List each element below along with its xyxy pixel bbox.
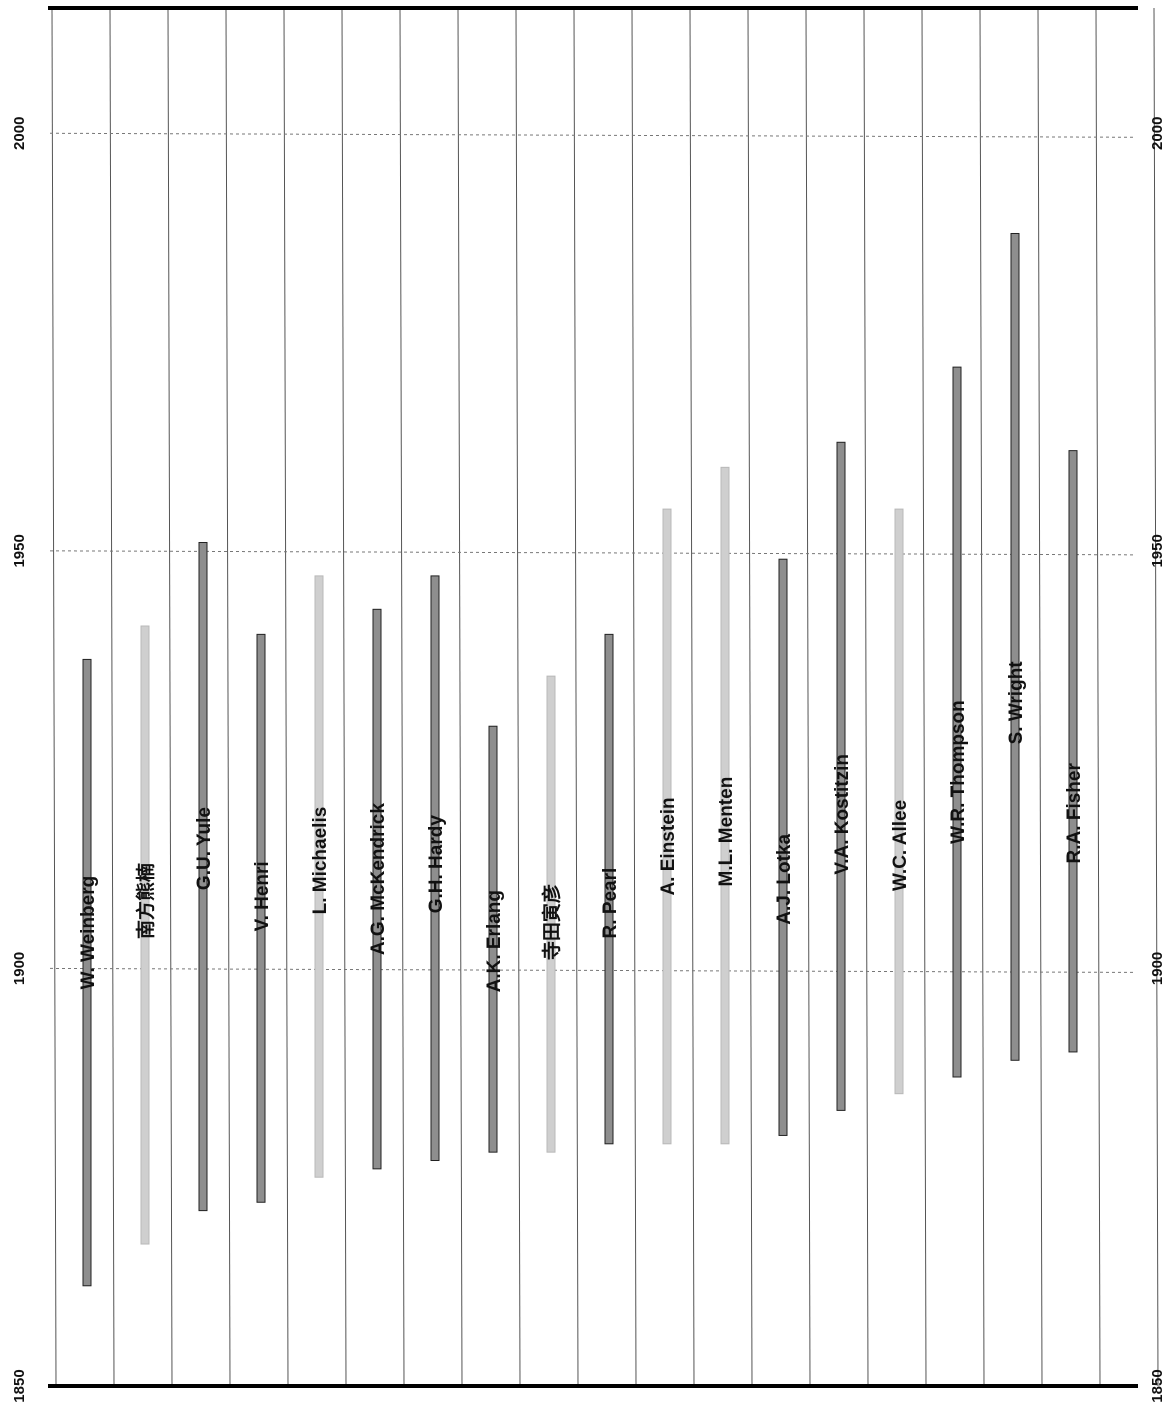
column-divider (573, 7, 579, 1387)
lifespan-bar (546, 675, 556, 1153)
column-divider (457, 7, 463, 1387)
column-divider (1095, 7, 1101, 1387)
column-divider (631, 7, 637, 1387)
lifespan-bar (488, 725, 498, 1153)
column-divider (979, 7, 985, 1387)
column-divider (1037, 7, 1043, 1387)
person-name-label: A.G. McKendrick (368, 803, 389, 955)
right-tick-1850: 1850 (1149, 1369, 1166, 1402)
lifespan-bar (778, 558, 788, 1136)
lifespan-bar (662, 508, 672, 1145)
lifespan-bar (836, 441, 846, 1111)
right-tick-1900: 1900 (1149, 952, 1166, 985)
lifespan-bars (82, 232, 1078, 1287)
lifespan-bar (430, 575, 440, 1162)
left-tick-1850: 1850 (11, 1369, 28, 1402)
right-tick-1950: 1950 (1149, 534, 1166, 567)
right-tick-2000: 2000 (1149, 117, 1166, 150)
person-name-label: M.L. Menten (716, 777, 737, 887)
lifespan-bar (314, 575, 324, 1178)
column-divider (747, 7, 753, 1387)
column-divider (689, 7, 695, 1387)
column-divider (863, 7, 869, 1387)
left-tick-1900: 1900 (11, 952, 28, 985)
person-name-label: V. Henri (252, 861, 273, 931)
gridline-2000 (49, 132, 1136, 138)
person-name-label: S. Wright (1006, 661, 1027, 745)
person-name-label: G.U. Yule (194, 807, 215, 890)
person-name-label: W. Weinberg (78, 876, 99, 990)
column-divider (1153, 7, 1159, 1387)
column-divider (515, 7, 521, 1387)
column-divider (51, 7, 57, 1387)
lifespan-bar (140, 625, 150, 1245)
lifespan-bar (1068, 450, 1078, 1053)
person-name-label: V.A. Kostitzin (832, 754, 853, 875)
person-name-label: R. Pearl (600, 868, 621, 939)
person-name-label: 寺田寅彦 (540, 884, 563, 960)
year-tick-labels: 1850 1850 1900 1900 1950 1950 2000 2000 (11, 117, 1166, 1403)
year-gridlines (49, 132, 1136, 973)
person-name-label: G.H. Hardy (426, 815, 447, 914)
person-name-label: L. Michaelis (310, 807, 331, 915)
left-tick-2000: 2000 (11, 117, 28, 150)
person-name-label: W.R. Thompson (948, 700, 969, 844)
lifespan-bar (1010, 232, 1020, 1061)
column-dividers (51, 7, 1159, 1387)
column-divider (399, 7, 405, 1387)
column-divider (341, 7, 347, 1387)
left-tick-1950: 1950 (11, 534, 28, 567)
column-divider (167, 7, 173, 1387)
lifespan-bar (894, 508, 904, 1095)
lifespan-bar (198, 541, 208, 1212)
gridline-1950 (49, 550, 1136, 556)
person-labels: W. Weinberg 南方熊楠 G.U. Yule V. Henri L. Micha… (78, 661, 1085, 993)
column-divider (225, 7, 231, 1387)
person-name-label: A. Einstein (658, 797, 679, 895)
gridline-1900 (49, 967, 1136, 973)
lifespan-bar (372, 608, 382, 1170)
lifespan-bar (82, 658, 92, 1287)
lifespan-bar (720, 466, 730, 1145)
person-name-label: R.A. Fisher (1064, 763, 1085, 864)
column-divider (805, 7, 811, 1387)
column-divider (109, 7, 115, 1387)
column-divider (921, 7, 927, 1387)
person-name-label: A.K. Erlang (484, 890, 505, 992)
person-name-label: 南方熊楠 (134, 863, 157, 939)
lifespan-bar (604, 633, 614, 1145)
person-name-label: W.C. Allee (890, 800, 911, 891)
column-divider (283, 7, 289, 1387)
lifespan-bar (256, 633, 266, 1203)
person-name-label: A.J. Lotka (774, 834, 795, 925)
lifespan-bar (952, 366, 962, 1078)
